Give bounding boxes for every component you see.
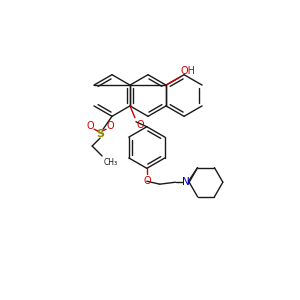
Text: N: N <box>182 177 189 187</box>
Text: OH: OH <box>181 66 196 76</box>
Text: CH₃: CH₃ <box>104 158 118 167</box>
Text: O: O <box>137 120 145 130</box>
Text: O: O <box>143 176 151 186</box>
Text: S: S <box>96 129 104 139</box>
Text: O: O <box>86 121 94 131</box>
Text: O: O <box>106 121 114 131</box>
